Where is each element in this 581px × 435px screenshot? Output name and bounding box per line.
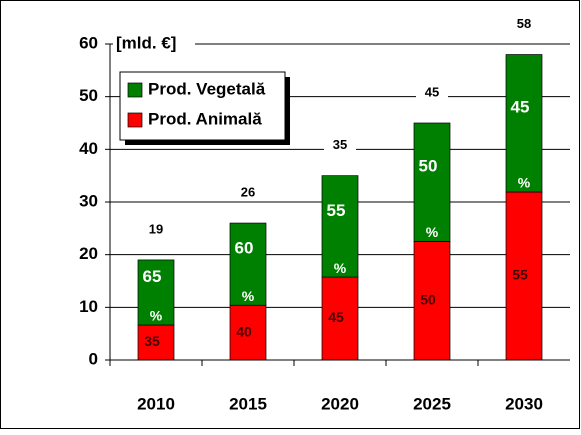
y-tick-label: 20 <box>79 244 98 263</box>
legend-label: Prod. Vegetală <box>148 79 266 98</box>
legend-label: Prod. Animală <box>148 109 262 128</box>
y-tick-label: 60 <box>79 33 98 52</box>
share-unit: % <box>334 260 347 276</box>
bar-segment <box>137 324 175 361</box>
legend <box>119 71 286 141</box>
y-tick-label: 10 <box>79 297 98 316</box>
x-tick-label: 2015 <box>229 394 267 413</box>
total-bg <box>140 221 172 238</box>
share-unit: % <box>426 224 439 240</box>
y-tick-label: 30 <box>79 191 98 210</box>
share-label: 65 <box>143 267 162 286</box>
share-label: 60 <box>235 239 254 258</box>
total-label: 26 <box>241 185 255 200</box>
share-label: 55 <box>327 201 346 220</box>
bar-segment <box>505 191 543 361</box>
total-bg <box>232 185 264 202</box>
total-bg <box>508 16 540 33</box>
bar-segment <box>413 241 451 361</box>
share-label: 45 <box>328 309 344 325</box>
total-label: 19 <box>149 221 163 236</box>
share-label: 50 <box>420 291 436 307</box>
bar-segment <box>321 276 359 361</box>
y-tick-label: 40 <box>79 139 98 158</box>
share-unit: % <box>150 308 163 324</box>
share-label: 50 <box>419 157 438 176</box>
share-unit: % <box>518 175 531 191</box>
x-tick-label: 2020 <box>321 394 359 413</box>
bar-segment <box>229 304 267 361</box>
share-label: 40 <box>236 323 252 339</box>
share-label: 55 <box>512 267 528 283</box>
axis-label-bg <box>113 33 195 55</box>
axis-label: [mld. €] <box>116 33 176 52</box>
legend-swatch <box>127 82 143 98</box>
y-tick-label: 0 <box>89 349 98 368</box>
bar-segment <box>137 259 175 326</box>
x-tick-label: 2010 <box>137 394 175 413</box>
bar-segment <box>321 175 359 278</box>
x-tick-label: 2025 <box>413 394 451 413</box>
total-label: 45 <box>425 84 439 99</box>
share-label: 45 <box>511 98 530 117</box>
total-bg <box>416 85 448 101</box>
y-tick-label: 50 <box>79 86 98 105</box>
share-label: 35 <box>144 333 160 349</box>
x-tick-label: 2030 <box>505 394 543 413</box>
bar-segment <box>413 122 451 242</box>
bar-segment <box>505 54 543 193</box>
total-bg <box>324 137 356 154</box>
share-unit: % <box>242 288 255 304</box>
total-label: 58 <box>517 16 531 31</box>
total-label: 35 <box>333 137 347 152</box>
legend-swatch <box>127 112 143 128</box>
bar-segment <box>229 222 267 306</box>
